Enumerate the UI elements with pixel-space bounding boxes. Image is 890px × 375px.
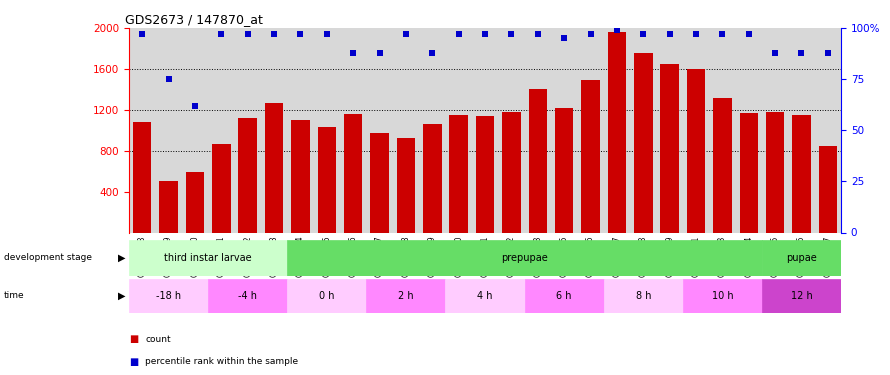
Text: prepupae: prepupae [501,253,548,263]
Point [505,31,519,37]
Bar [713,98,732,232]
Bar [683,279,762,313]
Bar [687,69,705,232]
Bar [446,279,524,313]
Text: GDS2673 / 147870_at: GDS2673 / 147870_at [125,13,263,26]
Bar [287,240,762,276]
Bar [524,279,603,313]
Bar [129,240,287,276]
Bar [239,118,257,232]
Bar [608,32,627,232]
Bar [344,114,362,232]
Text: -18 h: -18 h [156,291,182,301]
Text: pupae: pupae [786,253,817,263]
Point [741,31,756,37]
Point [795,50,809,55]
Bar [476,116,494,232]
Bar [129,279,208,313]
Bar [291,120,310,232]
Text: 2 h: 2 h [398,291,414,301]
Text: 12 h: 12 h [790,291,813,301]
Point [662,31,676,37]
Text: development stage: development stage [4,254,92,262]
Text: ■: ■ [129,334,138,344]
Point [584,31,598,37]
Point [716,31,730,37]
Text: third instar larvae: third instar larvae [165,253,252,263]
Bar [449,115,468,232]
Bar [792,115,811,232]
Point [425,50,440,55]
Bar [265,103,283,232]
Text: ▶: ▶ [117,253,125,263]
Point [530,31,545,37]
Bar [603,279,683,313]
Text: ■: ■ [129,357,138,367]
Text: -4 h: -4 h [239,291,257,301]
Bar [212,144,231,232]
Point [294,31,308,37]
Point [399,31,413,37]
Bar [762,279,841,313]
Bar [766,112,784,232]
Point [610,27,624,33]
Bar [555,108,573,232]
Point [821,50,835,55]
Bar [740,113,758,232]
Bar [367,279,446,313]
Text: time: time [4,291,24,300]
Point [214,31,229,37]
Point [188,103,202,109]
Bar [529,90,547,232]
Text: 0 h: 0 h [320,291,335,301]
Point [161,76,175,82]
Bar [287,279,367,313]
Text: percentile rank within the sample: percentile rank within the sample [145,357,298,366]
Point [320,31,334,37]
Point [478,31,492,37]
Text: ▶: ▶ [117,291,125,301]
Point [240,31,255,37]
Text: 8 h: 8 h [635,291,651,301]
Bar [502,112,521,232]
Point [557,35,571,41]
Bar [660,64,679,232]
Point [636,31,651,37]
Bar [423,124,441,232]
Bar [318,127,336,232]
Bar [634,53,652,232]
Bar [762,240,841,276]
Text: 10 h: 10 h [712,291,733,301]
Text: count: count [145,335,171,344]
Bar [159,182,178,232]
Point [135,31,150,37]
Text: 6 h: 6 h [556,291,572,301]
Point [267,31,281,37]
Point [372,50,386,55]
Bar [819,146,837,232]
Bar [370,134,389,232]
Point [346,50,360,55]
Bar [397,138,415,232]
Bar [208,279,287,313]
Point [689,31,703,37]
Text: 4 h: 4 h [477,291,493,301]
Point [768,50,782,55]
Point [451,31,465,37]
Bar [186,172,204,232]
Bar [133,122,151,232]
Bar [581,80,600,232]
